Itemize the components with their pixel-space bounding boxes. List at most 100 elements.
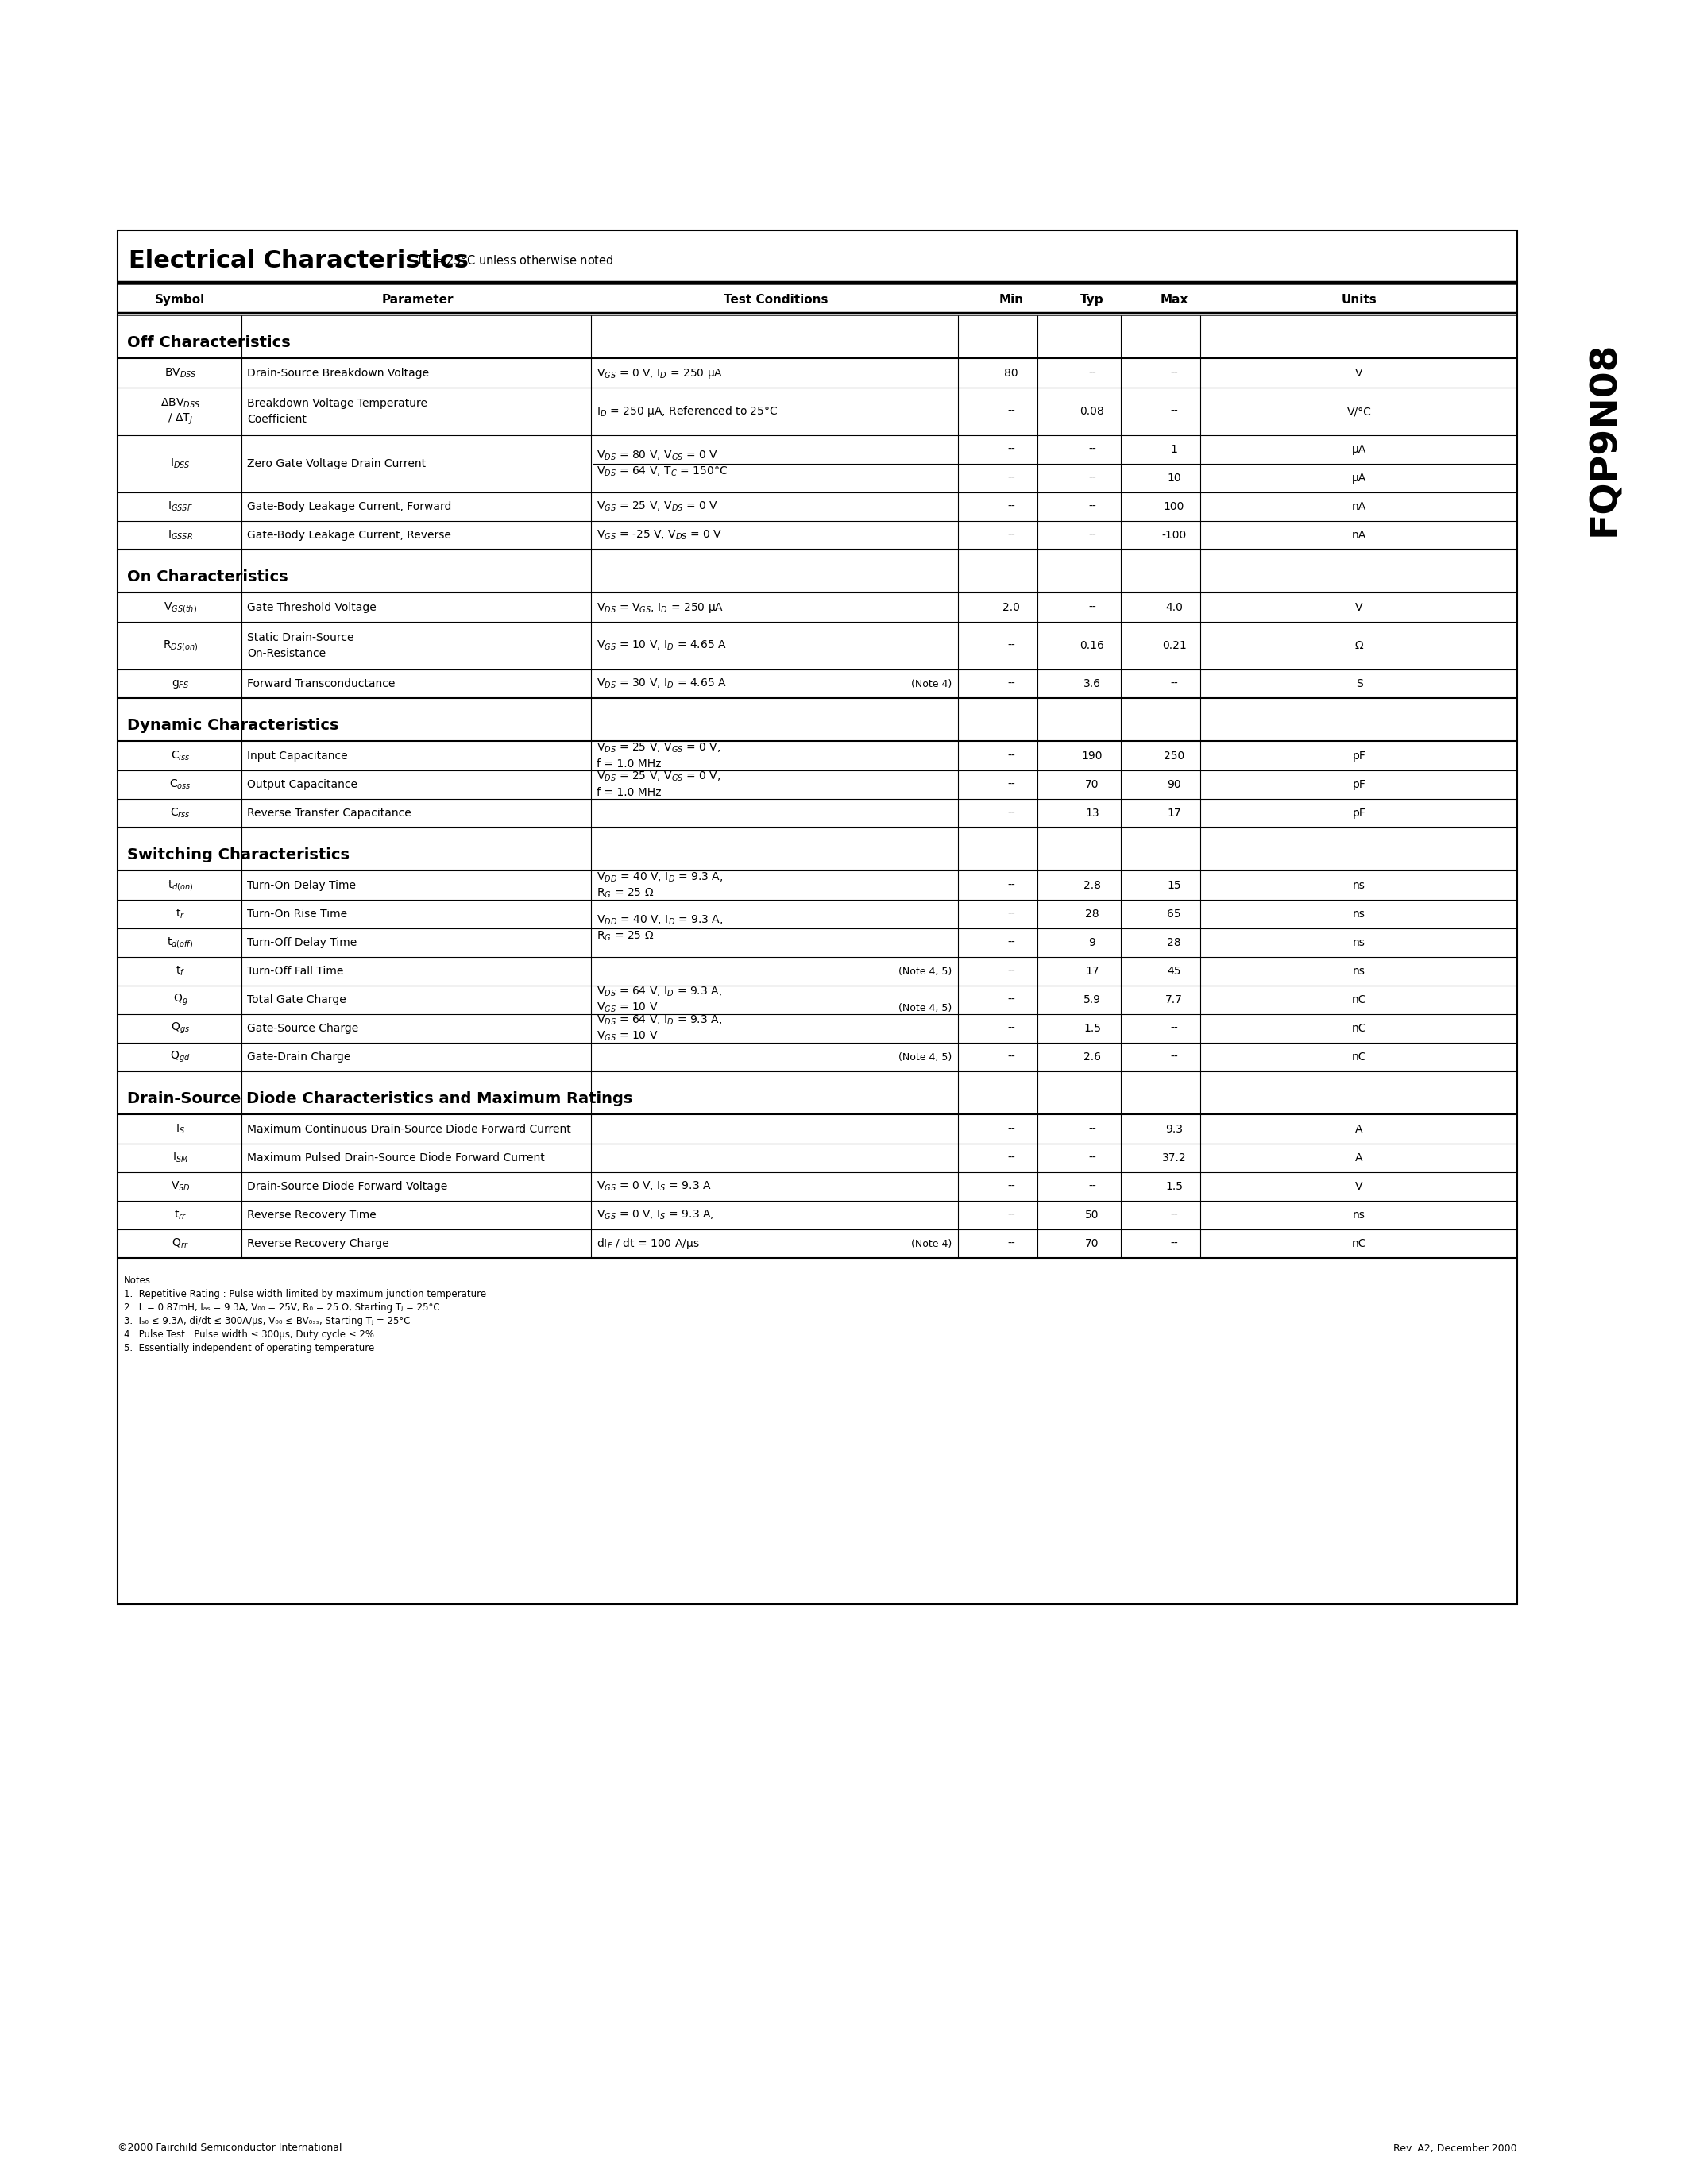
- Text: (Note 4): (Note 4): [912, 1238, 952, 1249]
- Text: nC: nC: [1352, 1051, 1367, 1064]
- Text: V$_{GS}$ = 10 V, I$_D$ = 4.65 A: V$_{GS}$ = 10 V, I$_D$ = 4.65 A: [596, 640, 726, 653]
- Text: 13: 13: [1085, 808, 1099, 819]
- Text: --: --: [1008, 909, 1014, 919]
- Text: 2.  L = 0.87mH, Iₐₛ = 9.3A, V₀₀ = 25V, R₀ = 25 Ω, Starting Tⱼ = 25°C: 2. L = 0.87mH, Iₐₛ = 9.3A, V₀₀ = 25V, R₀…: [123, 1302, 441, 1313]
- Text: --: --: [1008, 808, 1014, 819]
- Text: Dynamic Characteristics: Dynamic Characteristics: [127, 719, 339, 732]
- Text: Turn-Off Fall Time: Turn-Off Fall Time: [246, 965, 343, 976]
- Text: I$_S$: I$_S$: [176, 1123, 186, 1136]
- Text: On Characteristics: On Characteristics: [127, 570, 289, 583]
- Text: Q$_{rr}$: Q$_{rr}$: [172, 1236, 189, 1249]
- Text: 250: 250: [1163, 751, 1185, 762]
- Text: Gate-Drain Charge: Gate-Drain Charge: [246, 1051, 351, 1064]
- Text: 10: 10: [1166, 472, 1182, 483]
- Text: nA: nA: [1352, 500, 1366, 513]
- Text: 5.  Essentially independent of operating temperature: 5. Essentially independent of operating …: [123, 1343, 375, 1354]
- Text: --: --: [1170, 1238, 1178, 1249]
- Text: 2.8: 2.8: [1084, 880, 1101, 891]
- Text: V$_{DS}$ = 64 V, I$_D$ = 9.3 A,: V$_{DS}$ = 64 V, I$_D$ = 9.3 A,: [596, 985, 722, 998]
- Text: 37.2: 37.2: [1161, 1153, 1187, 1164]
- Text: --: --: [1008, 406, 1014, 417]
- Text: 17: 17: [1166, 808, 1182, 819]
- Text: V: V: [1355, 1182, 1362, 1192]
- Text: Reverse Recovery Charge: Reverse Recovery Charge: [246, 1238, 388, 1249]
- Text: FQP9N08: FQP9N08: [1587, 341, 1622, 537]
- Text: 3.  Iₛ₀ ≤ 9.3A, di/dt ≤ 300A/μs, V₀₀ ≤ BV₀ₛₛ, Starting Tⱼ = 25°C: 3. Iₛ₀ ≤ 9.3A, di/dt ≤ 300A/μs, V₀₀ ≤ BV…: [123, 1317, 410, 1326]
- Text: t$_{d(on)}$: t$_{d(on)}$: [167, 878, 192, 893]
- Text: --: --: [1008, 1125, 1014, 1136]
- Text: --: --: [1089, 1125, 1096, 1136]
- Bar: [118, 229, 1518, 1605]
- Text: C$_{iss}$: C$_{iss}$: [170, 749, 191, 762]
- Text: t$_{d(off)}$: t$_{d(off)}$: [167, 935, 194, 950]
- Text: 1.5: 1.5: [1084, 1022, 1101, 1033]
- Text: 2.6: 2.6: [1084, 1051, 1101, 1064]
- Text: 1.5: 1.5: [1165, 1182, 1183, 1192]
- Text: --: --: [1089, 1153, 1096, 1164]
- Text: pF: pF: [1352, 780, 1366, 791]
- Text: I$_{GSSF}$: I$_{GSSF}$: [167, 500, 192, 513]
- Text: --: --: [1008, 1153, 1014, 1164]
- Text: Test Conditions: Test Conditions: [724, 293, 829, 306]
- Text: On-Resistance: On-Resistance: [246, 649, 326, 660]
- Text: --: --: [1170, 406, 1178, 417]
- Text: 190: 190: [1082, 751, 1102, 762]
- Text: Drain-Source Breakdown Voltage: Drain-Source Breakdown Voltage: [246, 367, 429, 378]
- Text: V$_{DS}$ = V$_{GS}$, I$_D$ = 250 μA: V$_{DS}$ = V$_{GS}$, I$_D$ = 250 μA: [596, 601, 724, 614]
- Text: Turn-On Rise Time: Turn-On Rise Time: [246, 909, 348, 919]
- Text: Gate Threshold Voltage: Gate Threshold Voltage: [246, 603, 376, 614]
- Text: --: --: [1008, 880, 1014, 891]
- Text: 28: 28: [1166, 937, 1182, 948]
- Text: --: --: [1008, 1210, 1014, 1221]
- Text: V: V: [1355, 603, 1362, 614]
- Text: Maximum Pulsed Drain-Source Diode Forward Current: Maximum Pulsed Drain-Source Diode Forwar…: [246, 1153, 545, 1164]
- Text: Max: Max: [1160, 293, 1188, 306]
- Text: V$_{GS}$ = 0 V, I$_S$ = 9.3 A: V$_{GS}$ = 0 V, I$_S$ = 9.3 A: [596, 1179, 712, 1192]
- Text: --: --: [1089, 367, 1096, 378]
- Text: Electrical Characteristics: Electrical Characteristics: [128, 249, 469, 273]
- Text: pF: pF: [1352, 751, 1366, 762]
- Text: A: A: [1355, 1125, 1362, 1136]
- Text: Gate-Body Leakage Current, Reverse: Gate-Body Leakage Current, Reverse: [246, 531, 451, 542]
- Text: I$_D$ = 250 μA, Referenced to 25°C: I$_D$ = 250 μA, Referenced to 25°C: [596, 404, 778, 419]
- Text: --: --: [1089, 531, 1096, 542]
- Text: Gate-Body Leakage Current, Forward: Gate-Body Leakage Current, Forward: [246, 500, 451, 513]
- Text: --: --: [1170, 367, 1178, 378]
- Text: 65: 65: [1166, 909, 1182, 919]
- Text: --: --: [1008, 679, 1014, 690]
- Text: V$_{GS}$ = 0 V, I$_D$ = 250 μA: V$_{GS}$ = 0 V, I$_D$ = 250 μA: [596, 367, 722, 380]
- Text: V$_{DS}$ = 25 V, V$_{GS}$ = 0 V,: V$_{DS}$ = 25 V, V$_{GS}$ = 0 V,: [596, 771, 721, 784]
- Text: Reverse Transfer Capacitance: Reverse Transfer Capacitance: [246, 808, 412, 819]
- Text: 45: 45: [1166, 965, 1182, 976]
- Text: Total Gate Charge: Total Gate Charge: [246, 994, 346, 1005]
- Text: 5.9: 5.9: [1084, 994, 1101, 1005]
- Text: ©2000 Fairchild Semiconductor International: ©2000 Fairchild Semiconductor Internatio…: [118, 2143, 343, 2153]
- Text: --: --: [1008, 443, 1014, 454]
- Text: 1: 1: [1170, 443, 1178, 454]
- Text: I$_{SM}$: I$_{SM}$: [172, 1151, 189, 1164]
- Text: V/°C: V/°C: [1347, 406, 1371, 417]
- Text: I$_{GSSR}$: I$_{GSSR}$: [167, 529, 192, 542]
- Text: --: --: [1008, 1182, 1014, 1192]
- Text: Drain-Source Diode Characteristics and Maximum Ratings: Drain-Source Diode Characteristics and M…: [127, 1090, 633, 1105]
- Text: Reverse Recovery Time: Reverse Recovery Time: [246, 1210, 376, 1221]
- Text: --: --: [1170, 1210, 1178, 1221]
- Text: V$_{DS}$ = 30 V, I$_D$ = 4.65 A: V$_{DS}$ = 30 V, I$_D$ = 4.65 A: [596, 677, 726, 690]
- Text: Breakdown Voltage Temperature: Breakdown Voltage Temperature: [246, 397, 427, 408]
- Text: nC: nC: [1352, 1238, 1367, 1249]
- Text: μA: μA: [1352, 472, 1366, 483]
- Text: --: --: [1008, 500, 1014, 513]
- Text: (Note 4, 5): (Note 4, 5): [898, 1053, 952, 1061]
- Text: V: V: [1355, 367, 1362, 378]
- Text: C$_{oss}$: C$_{oss}$: [169, 778, 191, 791]
- Text: --: --: [1008, 965, 1014, 976]
- Text: (Note 4, 5): (Note 4, 5): [898, 965, 952, 976]
- Text: V$_{GS}$ = 0 V, I$_S$ = 9.3 A,: V$_{GS}$ = 0 V, I$_S$ = 9.3 A,: [596, 1208, 714, 1221]
- Text: S: S: [1355, 679, 1362, 690]
- Text: V$_{GS}$ = 10 V: V$_{GS}$ = 10 V: [596, 1000, 658, 1013]
- Text: V$_{DS}$ = 80 V, V$_{GS}$ = 0 V: V$_{DS}$ = 80 V, V$_{GS}$ = 0 V: [596, 450, 719, 463]
- Text: dI$_F$ / dt = 100 A/μs: dI$_F$ / dt = 100 A/μs: [596, 1236, 699, 1251]
- Text: 70: 70: [1085, 1238, 1099, 1249]
- Text: I$_{DSS}$: I$_{DSS}$: [170, 456, 191, 470]
- Text: Units: Units: [1342, 293, 1377, 306]
